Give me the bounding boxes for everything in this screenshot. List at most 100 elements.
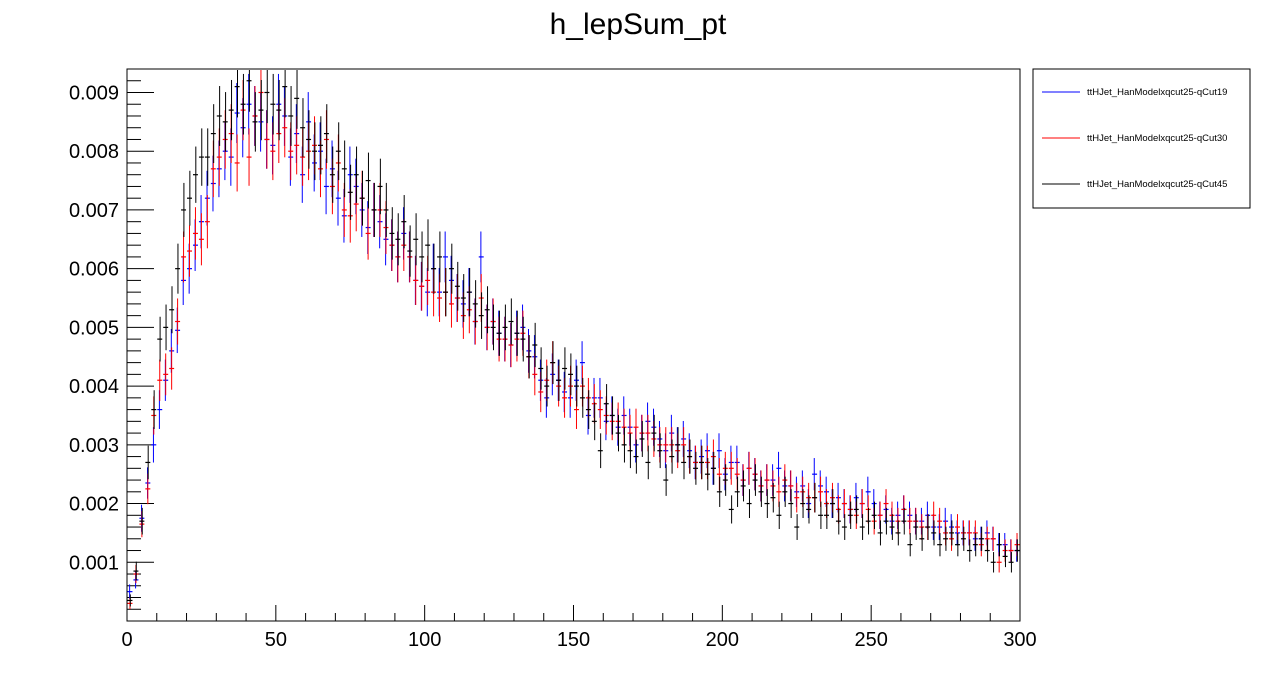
legend-label: ttHJet_HanModelxqcut25-qCut30 — [1087, 133, 1227, 144]
data-point — [312, 122, 318, 181]
data-point — [181, 182, 187, 237]
data-point — [204, 195, 210, 249]
chart-title: h_lepSum_pt — [550, 8, 727, 41]
series-layer — [127, 70, 1020, 609]
data-point — [740, 470, 746, 502]
data-point — [907, 507, 913, 535]
y-tick-label: 0.006 — [69, 259, 119, 281]
x-tick-label: 100 — [408, 629, 441, 651]
data-point — [401, 195, 407, 249]
data-point — [996, 533, 1002, 557]
data-point — [990, 526, 996, 551]
data-point — [752, 464, 758, 496]
data-point — [871, 501, 877, 530]
data-point — [472, 280, 478, 328]
data-point — [538, 347, 544, 390]
data-point — [800, 489, 806, 518]
data-point — [645, 445, 651, 480]
data-point — [550, 341, 556, 385]
data-point — [234, 70, 240, 118]
data-point — [669, 439, 675, 474]
legend-entries: ttHJet_HanModelxqcut25-qCut19 ttHJet_HanM… — [1042, 87, 1227, 190]
data-point — [585, 390, 591, 429]
data-point — [609, 396, 615, 435]
data-point — [264, 70, 270, 124]
data-point — [425, 219, 431, 272]
data-point — [812, 482, 818, 513]
data-point — [788, 489, 794, 518]
data-point — [133, 561, 139, 581]
data-point — [431, 243, 437, 294]
data-point — [365, 152, 371, 209]
y-tick-label: 0.001 — [69, 552, 119, 574]
data-point — [407, 225, 413, 277]
data-point — [722, 464, 728, 496]
data-point — [794, 482, 800, 513]
data-point — [645, 414, 651, 452]
data-point — [883, 507, 889, 535]
legend-label: ttHJet_HanModelxqcut25-qCut19 — [1087, 87, 1227, 98]
data-point — [437, 231, 443, 283]
data-point — [258, 79, 264, 141]
data-point — [937, 507, 943, 535]
data-point — [972, 533, 978, 557]
data-point — [824, 501, 829, 530]
y-tick-label: 0.009 — [69, 82, 119, 104]
data-point — [306, 110, 312, 169]
x-tick-label: 50 — [265, 629, 287, 651]
data-point — [460, 274, 466, 322]
data-point — [169, 347, 175, 390]
data-point — [859, 489, 865, 518]
data-point — [454, 261, 460, 311]
data-point — [693, 451, 699, 485]
data-point — [187, 170, 192, 226]
data-point — [681, 445, 687, 480]
y-axis: 0.001 0.002 0.003 0.004 0.005 0.006 0.007 0.008… — [69, 68, 154, 610]
data-point — [496, 310, 502, 356]
data-point — [627, 433, 633, 469]
data-point — [318, 116, 323, 175]
data-point — [657, 433, 663, 469]
series-2 — [127, 70, 1020, 609]
data-point — [478, 231, 484, 283]
data-point — [234, 134, 240, 192]
data-point — [520, 316, 526, 362]
data-point — [835, 507, 841, 535]
data-point — [240, 73, 246, 135]
data-point — [955, 533, 960, 557]
data-point — [907, 533, 913, 557]
data-point — [901, 507, 907, 535]
data-point — [187, 225, 192, 277]
data-point — [633, 439, 639, 474]
data-point — [746, 489, 752, 518]
data-point — [490, 304, 496, 351]
data-point — [204, 128, 210, 186]
data-point — [359, 170, 365, 226]
data-point — [216, 86, 222, 146]
data-point — [865, 507, 871, 535]
data-point — [853, 495, 859, 524]
data-point — [478, 292, 484, 339]
data-point — [794, 514, 800, 540]
data-point — [943, 526, 949, 551]
data-point — [829, 489, 835, 518]
data-point — [276, 79, 282, 141]
data-point — [443, 267, 448, 317]
data-point — [323, 104, 329, 164]
data-point — [139, 507, 145, 535]
data-point — [568, 353, 573, 396]
x-tick-label: 0 — [121, 629, 132, 651]
data-point — [198, 128, 204, 186]
data-point — [151, 390, 157, 429]
y-tick-label: 0.005 — [69, 317, 119, 339]
data-point — [889, 514, 895, 540]
data-point — [175, 243, 181, 294]
y-tick-label: 0.008 — [69, 141, 119, 163]
data-point — [163, 353, 169, 396]
data-point — [466, 267, 472, 317]
data-point — [163, 304, 169, 351]
y-tick-label: 0.007 — [69, 200, 119, 222]
data-point — [746, 451, 752, 485]
data-point — [288, 86, 294, 146]
